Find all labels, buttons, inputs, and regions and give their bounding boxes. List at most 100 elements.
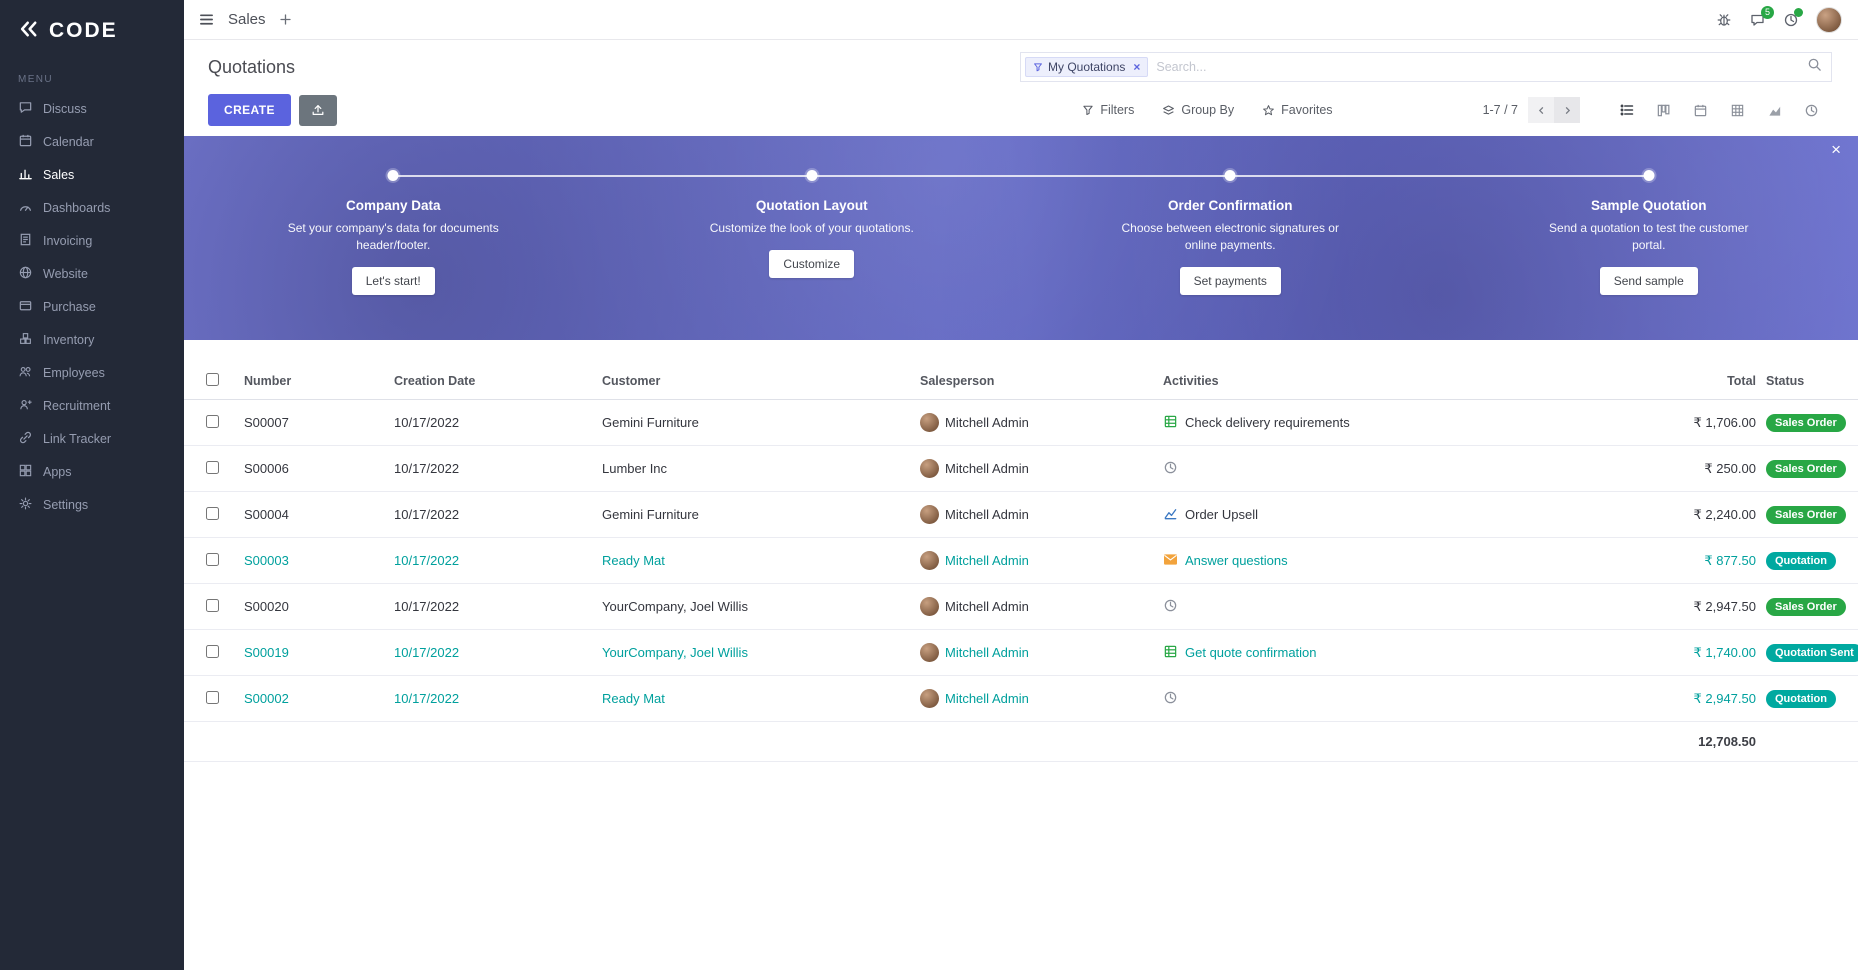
- row-checkbox[interactable]: [206, 506, 219, 520]
- send-sample-button[interactable]: Send sample: [1599, 266, 1698, 295]
- activity-label[interactable]: Get quote confirmation: [1185, 645, 1317, 660]
- col-total[interactable]: Total: [1727, 373, 1756, 388]
- messages-icon[interactable]: 5: [1749, 5, 1774, 28]
- favorites-button[interactable]: Favorites: [1262, 103, 1333, 117]
- sidebar-item-label: Calendar: [43, 134, 94, 149]
- sidebar-item-calendar[interactable]: Calendar: [0, 125, 184, 158]
- row-checkbox[interactable]: [206, 552, 219, 566]
- spreadsheet-icon[interactable]: [1163, 414, 1178, 432]
- total-amount: ₹ 2,240.00: [1693, 506, 1757, 522]
- breadcrumb[interactable]: Quotations: [208, 56, 296, 77]
- customer-name: Gemini Furniture: [602, 415, 699, 430]
- step-title: Company Data: [345, 198, 441, 213]
- search-input[interactable]: [1148, 60, 1807, 74]
- sidebar-item-inventory[interactable]: Inventory: [0, 323, 184, 356]
- set-payments-button[interactable]: Set payments: [1179, 266, 1281, 295]
- col-creation-date[interactable]: Creation Date: [394, 373, 476, 388]
- envelope-icon[interactable]: [1163, 553, 1178, 569]
- envelope-icon-svg: [1164, 553, 1177, 565]
- clock-icon[interactable]: [1163, 460, 1178, 478]
- table-row[interactable]: S00002 10/17/2022 Ready Mat Mitchell Adm…: [184, 676, 1858, 722]
- sidebar-item-discuss[interactable]: Discuss: [0, 92, 184, 125]
- app-title[interactable]: Sales: [228, 11, 266, 28]
- graph-view-button[interactable]: [1756, 96, 1793, 124]
- table-row[interactable]: S00006 10/17/2022 Lumber Inc Mitchell Ad…: [184, 446, 1858, 492]
- group-by-button[interactable]: Group By: [1162, 103, 1234, 117]
- select-all-checkbox[interactable]: [206, 372, 219, 386]
- create-button[interactable]: CREATE: [208, 94, 291, 126]
- brand-logo[interactable]: CODE: [0, 0, 184, 62]
- table-row[interactable]: S00007 10/17/2022 Gemini Furniture Mitch…: [184, 400, 1858, 446]
- purchase-icon: [18, 298, 33, 316]
- pager-prev-button[interactable]: [1528, 97, 1554, 123]
- kanban-view-button[interactable]: [1645, 96, 1682, 124]
- col-status[interactable]: Status: [1766, 373, 1805, 388]
- sidebar-item-invoicing[interactable]: Invoicing: [0, 224, 184, 257]
- sidebar-item-dashboards[interactable]: Dashboards: [0, 191, 184, 224]
- quotation-number: S00002: [244, 691, 289, 706]
- favorites-label: Favorites: [1281, 103, 1333, 117]
- lets-start-button[interactable]: Let's start!: [351, 266, 435, 295]
- step-description: Customize the look of your quotations.: [709, 221, 914, 235]
- search-icon[interactable]: [1807, 57, 1822, 77]
- filters-label: Filters: [1100, 103, 1135, 117]
- search-facet[interactable]: My Quotations ×: [1025, 57, 1149, 77]
- hamburger-menu-icon[interactable]: [198, 12, 215, 27]
- activity-view-button[interactable]: [1793, 96, 1830, 124]
- sidebar-item-purchase[interactable]: Purchase: [0, 290, 184, 323]
- row-checkbox[interactable]: [206, 414, 219, 428]
- row-checkbox[interactable]: [206, 690, 219, 704]
- row-checkbox[interactable]: [206, 644, 219, 658]
- table-row[interactable]: S00004 10/17/2022 Gemini Furniture Mitch…: [184, 492, 1858, 538]
- sidebar-item-settings[interactable]: Settings: [0, 488, 184, 521]
- facet-label: My Quotations: [1048, 60, 1126, 74]
- salesperson-avatar: [920, 551, 939, 570]
- view-switcher: [1608, 96, 1830, 124]
- customize-button[interactable]: Customize: [769, 249, 855, 278]
- search-bar[interactable]: My Quotations ×: [1020, 52, 1832, 82]
- sidebar-item-recruitment[interactable]: Recruitment: [0, 389, 184, 422]
- remove-facet-icon[interactable]: ×: [1133, 60, 1141, 74]
- activity-label[interactable]: Check delivery requirements: [1185, 415, 1350, 430]
- sidebar-item-label: Inventory: [43, 332, 95, 347]
- link-tracker-icon: [18, 430, 33, 448]
- calendar-view-button[interactable]: [1682, 96, 1719, 124]
- sidebar-item-employees[interactable]: Employees: [0, 356, 184, 389]
- clock-icon[interactable]: [1163, 598, 1178, 616]
- sidebar-item-website[interactable]: Website: [0, 257, 184, 290]
- col-salesperson[interactable]: Salesperson: [920, 373, 995, 388]
- salesperson-name: Mitchell Admin: [945, 599, 1029, 614]
- sidebar-item-apps[interactable]: Apps: [0, 455, 184, 488]
- table-row[interactable]: S00020 10/17/2022 YourCompany, Joel Will…: [184, 584, 1858, 630]
- col-customer[interactable]: Customer: [602, 373, 661, 388]
- activities-clock-icon[interactable]: [1783, 7, 1803, 28]
- row-checkbox[interactable]: [206, 460, 219, 474]
- filters-button[interactable]: Filters: [1082, 103, 1134, 117]
- col-activities[interactable]: Activities: [1163, 373, 1219, 388]
- spreadsheet-icon[interactable]: [1163, 644, 1178, 662]
- pager-next-button[interactable]: [1554, 97, 1580, 123]
- pivot-view-button[interactable]: [1719, 96, 1756, 124]
- col-number[interactable]: Number: [244, 373, 292, 388]
- table-row[interactable]: S00019 10/17/2022 YourCompany, Joel Will…: [184, 630, 1858, 676]
- sidebar-item-link-tracker[interactable]: Link Tracker: [0, 422, 184, 455]
- bug-icon[interactable]: [1716, 12, 1732, 28]
- row-checkbox[interactable]: [206, 598, 219, 612]
- upload-button[interactable]: [298, 94, 337, 126]
- line-chart-icon[interactable]: [1163, 506, 1178, 524]
- progress-dot: [1224, 170, 1236, 181]
- creation-date: 10/17/2022: [394, 553, 460, 568]
- salesperson-avatar: [920, 689, 939, 708]
- activity-label[interactable]: Order Upsell: [1185, 507, 1258, 522]
- customer-name: Ready Mat: [602, 553, 665, 568]
- chevron-left-icon: [1538, 106, 1543, 114]
- close-icon[interactable]: ×: [1831, 140, 1841, 159]
- user-avatar[interactable]: [1816, 6, 1842, 33]
- table-row[interactable]: S00003 10/17/2022 Ready Mat Mitchell Adm…: [184, 538, 1858, 584]
- creation-date: 10/17/2022: [394, 645, 460, 660]
- sidebar-item-sales[interactable]: Sales: [0, 158, 184, 191]
- plus-icon[interactable]: [279, 13, 292, 26]
- activity-label[interactable]: Answer questions: [1185, 553, 1288, 568]
- list-view-button[interactable]: [1608, 96, 1645, 124]
- clock-icon[interactable]: [1163, 690, 1178, 708]
